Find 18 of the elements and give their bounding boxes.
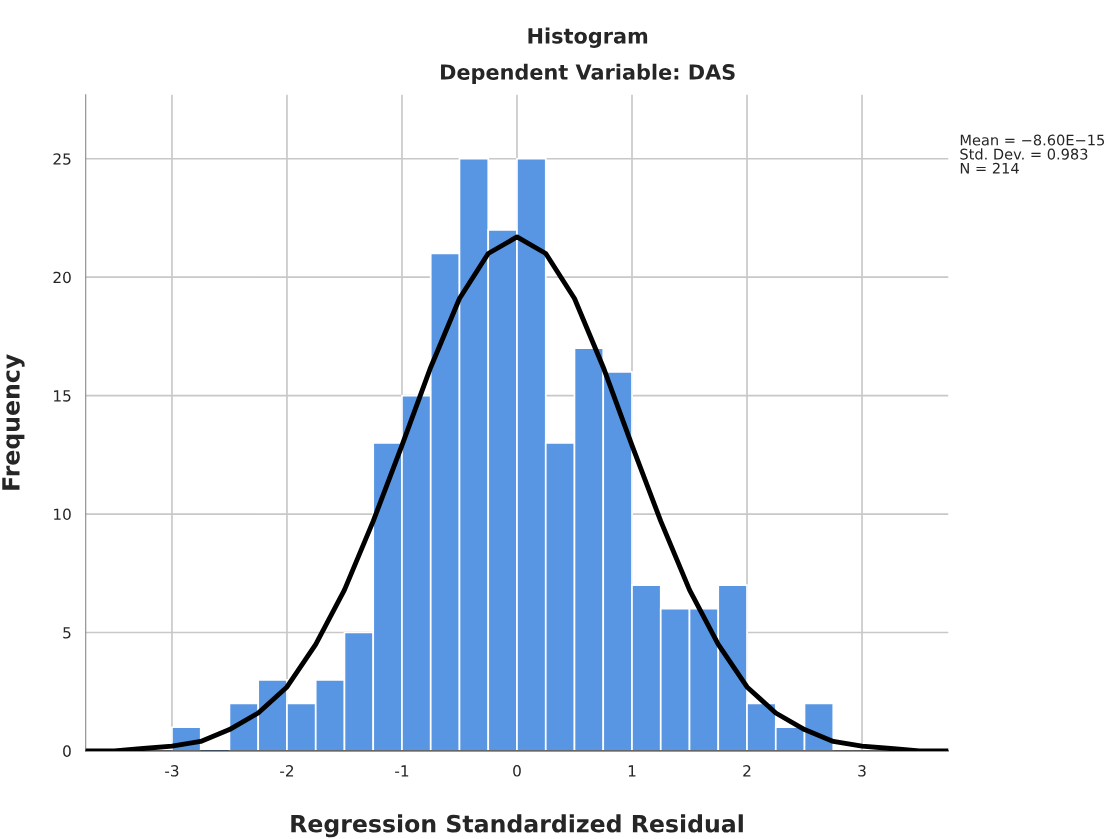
y-tick-label: 15 (54, 390, 71, 402)
x-tick-label: -3 (165, 765, 179, 777)
x-axis-title: Regression Standardized Residual (291, 814, 743, 838)
y-tick-label: 25 (53, 153, 71, 165)
y-tick-label: 10 (54, 508, 71, 521)
x-tick-label: 0 (513, 765, 521, 777)
x-tick-label: 1 (628, 765, 636, 777)
x-tick-label: -2 (280, 765, 294, 777)
x-tick-label: 3 (858, 765, 866, 777)
x-tick-label: 2 (743, 765, 751, 777)
y-tick-label: 5 (63, 627, 71, 639)
y-tick-label: 0 (63, 745, 71, 757)
x-tick-label: -1 (395, 765, 409, 777)
chart-subtitle: Dependent Variable: DAS (441, 63, 735, 84)
chart-title: Histogram (528, 27, 648, 48)
text: Mean = −8.60E−15 Std. Dev. = 0.983 N = 214 (960, 134, 1105, 174)
y-axis-title: Frequency (2, 354, 25, 490)
y-tick-label: 20 (53, 271, 71, 284)
